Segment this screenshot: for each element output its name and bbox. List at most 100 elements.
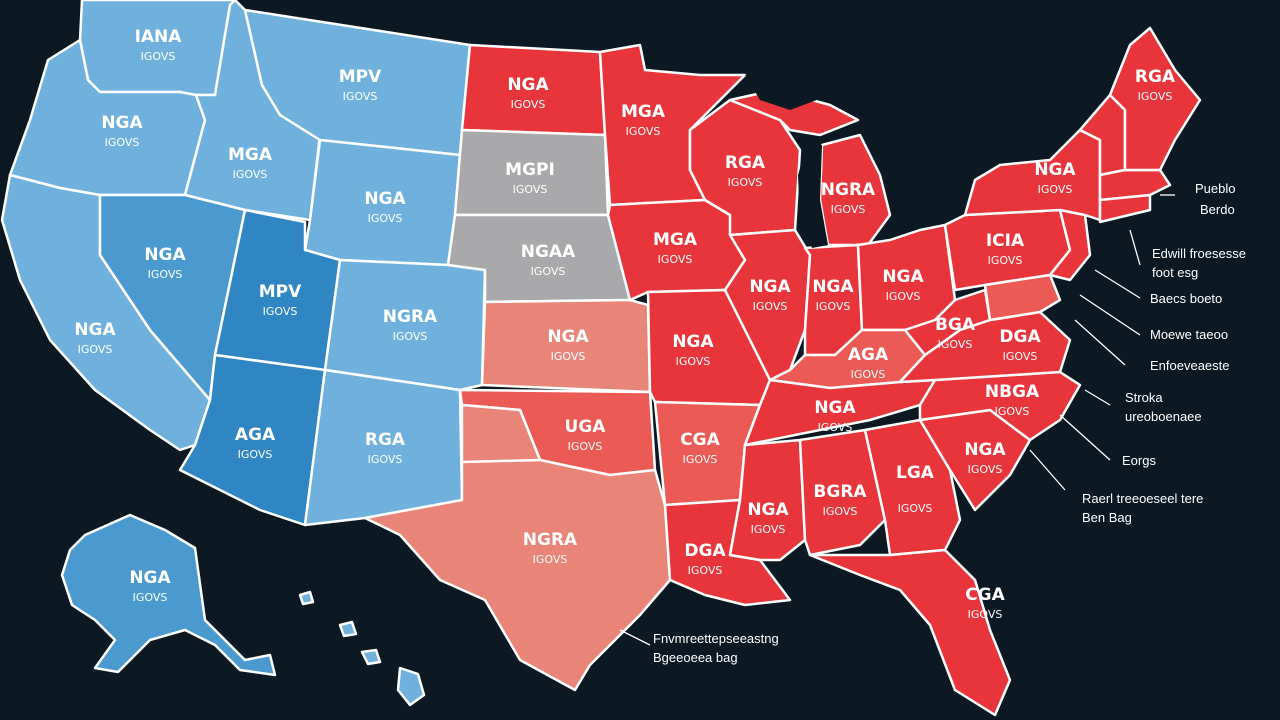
- label-oh: NGA: [882, 267, 924, 287]
- label-mn: MGA: [621, 102, 666, 122]
- label-ak: NGA: [129, 568, 171, 588]
- callout-8-line1: Raerl treeoeseel tere: [1082, 491, 1203, 506]
- callout-7-line1: Eorgs: [1122, 453, 1156, 468]
- sublabel-wv: IGOVS: [938, 338, 973, 351]
- state-connecticut-ri[interactable]: [1098, 193, 1152, 224]
- sublabel-wi: IGOVS: [728, 176, 763, 189]
- label-al: BGRA: [813, 482, 867, 502]
- label-ga: LGA: [896, 463, 935, 483]
- label-id: MGA: [228, 145, 273, 165]
- leader-2: [1129, 229, 1141, 266]
- state-maine[interactable]: [1108, 26, 1202, 172]
- sublabel-fl: IGOVS: [968, 608, 1003, 621]
- label-wi: RGA: [725, 153, 766, 173]
- callout-4-line1: Moewe taeoo: [1150, 327, 1228, 342]
- label-ms: NGA: [747, 500, 789, 520]
- label-tn: NGA: [814, 398, 856, 418]
- label-va: DGA: [999, 327, 1041, 347]
- island-hawaii-4: [298, 590, 315, 606]
- label-or: NGA: [101, 113, 143, 133]
- state-labels: IANA IGOVS NGA IGOVS NGA IGOVS MGA IGOVS…: [74, 27, 1176, 621]
- sublabel-ca: IGOVS: [78, 343, 113, 356]
- label-ok: UGA: [565, 417, 607, 437]
- label-tx: NGRA: [523, 530, 578, 550]
- sublabel-pa: IGOVS: [988, 254, 1023, 267]
- sublabel-ar: IGOVS: [683, 453, 718, 466]
- sublabel-mn: IGOVS: [626, 125, 661, 138]
- sublabel-la: IGOVS: [688, 564, 723, 577]
- label-ky: AGA: [848, 345, 889, 365]
- label-in: NGA: [812, 277, 854, 297]
- sublabel-in: IGOVS: [816, 300, 851, 313]
- sublabel-id: IGOVS: [233, 168, 268, 181]
- label-nc: NBGA: [985, 382, 1040, 402]
- sublabel-al: IGOVS: [823, 505, 858, 518]
- callout-8-line2: Ben Bag: [1082, 510, 1132, 525]
- sublabel-il: IGOVS: [753, 300, 788, 313]
- label-pa: ICIA: [986, 231, 1025, 251]
- leader-lines: [619, 194, 1175, 646]
- sublabel-nm: IGOVS: [368, 453, 403, 466]
- state-washington[interactable]: [78, 0, 237, 97]
- state-maryland[interactable]: [983, 273, 1062, 322]
- label-ut: MPV: [259, 282, 302, 302]
- sublabel-ga: IGOVS: [898, 502, 933, 515]
- sublabel-ks: IGOVS: [551, 350, 586, 363]
- label-mi: NGRA: [821, 180, 876, 200]
- sublabel-nd: IGOVS: [511, 98, 546, 111]
- sublabel-ne: IGOVS: [531, 265, 566, 278]
- label-nv: NGA: [144, 245, 186, 265]
- sublabel-ut: IGOVS: [263, 305, 298, 318]
- sublabel-ms: IGOVS: [751, 523, 786, 536]
- sublabel-ny: IGOVS: [1038, 183, 1073, 196]
- region-west: [0, 0, 487, 707]
- sublabel-me: IGOVS: [1138, 90, 1173, 103]
- region-east: [598, 26, 1202, 717]
- label-ia: MGA: [653, 230, 698, 250]
- state-west-virginia[interactable]: [903, 288, 992, 357]
- texas-panhandle: [460, 403, 542, 464]
- sublabel-sc: IGOVS: [968, 463, 1003, 476]
- sublabel-az: IGOVS: [238, 448, 273, 461]
- callout-6-line2: ureoboenaee: [1125, 409, 1202, 424]
- label-il: NGA: [749, 277, 791, 297]
- sublabel-va: IGOVS: [1003, 350, 1038, 363]
- label-az: AGA: [235, 425, 276, 445]
- label-ne: NGAA: [521, 242, 576, 262]
- callout-6-line1: Stroka: [1125, 390, 1163, 405]
- sublabel-mt: IGOVS: [343, 90, 378, 103]
- island-hawaii-1: [396, 666, 426, 707]
- sublabel-ky: IGOVS: [851, 368, 886, 381]
- leader-4: [1079, 294, 1141, 336]
- label-ny: NGA: [1034, 160, 1076, 180]
- leader-8: [1029, 449, 1066, 491]
- sublabel-nc: IGOVS: [995, 405, 1030, 418]
- sublabel-ia: IGOVS: [658, 253, 693, 266]
- region-plains: [363, 43, 672, 692]
- label-sc: NGA: [964, 440, 1006, 460]
- callout-9-line1: Fnvmreettepseeastng: [653, 631, 779, 646]
- sublabel-ak: IGOVS: [133, 591, 168, 604]
- state-texas[interactable]: [363, 403, 672, 692]
- sublabel-wa: IGOVS: [141, 50, 176, 63]
- callout-1-line2: Berdo: [1200, 202, 1235, 217]
- sublabel-ok: IGOVS: [568, 440, 603, 453]
- label-wv: BGA: [935, 315, 976, 335]
- callout-3-line1: Baecs boeto: [1150, 291, 1222, 306]
- lake-superior: [745, 75, 830, 110]
- sublabel-oh: IGOVS: [886, 290, 921, 303]
- label-co: NGRA: [383, 307, 438, 327]
- sublabel-tn: IGOVS: [818, 421, 853, 434]
- state-alaska[interactable]: [60, 513, 277, 677]
- callout-2-line2: foot esg: [1152, 265, 1198, 280]
- state-florida[interactable]: [808, 548, 1012, 717]
- state-iowa[interactable]: [606, 198, 747, 302]
- sublabel-mi: IGOVS: [831, 203, 866, 216]
- sublabel-mo: IGOVS: [676, 355, 711, 368]
- label-ks: NGA: [547, 327, 589, 347]
- label-ar: CGA: [680, 430, 720, 450]
- label-nd: NGA: [507, 75, 549, 95]
- label-nm: RGA: [365, 430, 406, 450]
- sublabel-sd: IGOVS: [513, 183, 548, 196]
